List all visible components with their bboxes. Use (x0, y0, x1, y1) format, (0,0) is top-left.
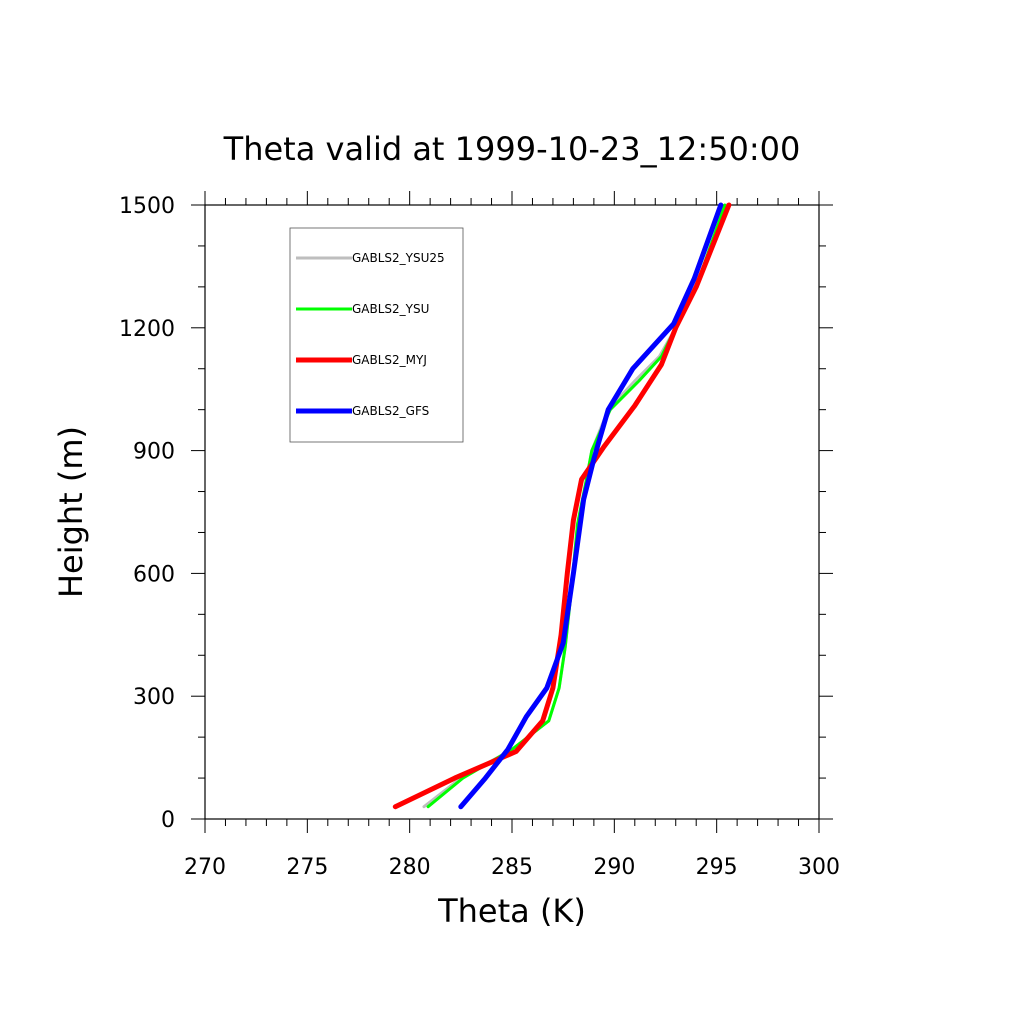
y-tick-label: 300 (133, 685, 175, 710)
legend-label: GABLS2_MYJ (352, 353, 427, 367)
x-tick-label: 290 (593, 855, 635, 880)
legend-label: GABLS2_YSU (352, 302, 429, 316)
legend-box (289, 227, 464, 443)
series-lines (392, 202, 732, 810)
x-tick-label: 300 (798, 855, 840, 880)
axis-tick-labels: 270 275 280 285 290 295 300 0 300 600 900 1200 1500 (119, 194, 840, 880)
series-line-gabls2-gfs (458, 202, 724, 810)
legend-label: GABLS2_YSU25 (352, 251, 445, 265)
x-tick-label: 280 (389, 855, 431, 880)
y-tick-label: 1200 (119, 317, 175, 342)
legend-entries: GABLS2_YSU25 GABLS2_YSU GABLS2_MYJ GABLS2_G… (296, 251, 445, 418)
x-tick-label: 275 (286, 855, 328, 880)
chart-title: Theta valid at 1999-10-23_12:50:00 (223, 130, 801, 168)
x-tick-label: 285 (491, 855, 533, 880)
y-tick-label: 1500 (119, 194, 175, 219)
axis-ticks (191, 191, 833, 833)
x-tick-label: 270 (184, 855, 226, 880)
legend-label: GABLS2_GFS (352, 404, 429, 418)
y-tick-label: 600 (133, 562, 175, 587)
x-axis-label: Theta (K) (437, 892, 586, 930)
y-tick-label: 0 (161, 808, 175, 833)
y-tick-label: 900 (133, 440, 175, 465)
series-line-gabls2-myj (392, 202, 732, 810)
legend: GABLS2_YSU25 GABLS2_YSU GABLS2_MYJ GABLS2_G… (289, 227, 464, 443)
y-axis-label: Height (m) (52, 426, 90, 598)
x-tick-label: 295 (696, 855, 738, 880)
